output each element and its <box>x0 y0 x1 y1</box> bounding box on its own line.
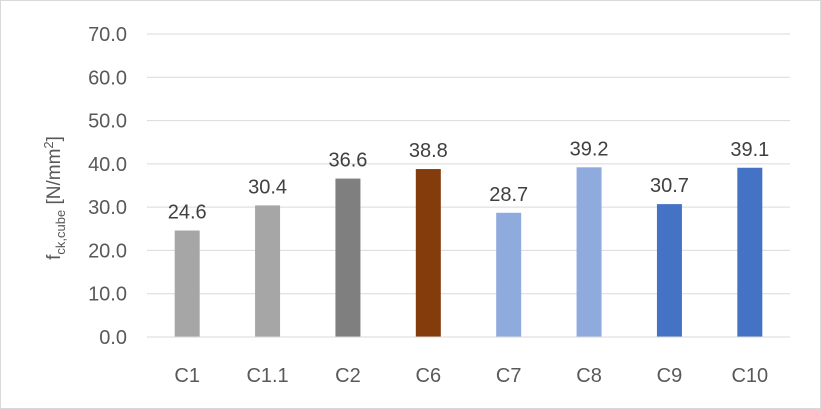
y-tick-label: 10.0 <box>88 284 127 306</box>
x-tick-label-C7: C7 <box>496 365 522 387</box>
bar-C1.1 <box>255 205 281 337</box>
y-axis-label: fck,cube [N/mm2] <box>41 136 68 260</box>
x-tick-label-C1: C1 <box>174 365 200 387</box>
data-label-C8: 39.2 <box>570 138 609 160</box>
y-tick-label: 30.0 <box>88 197 127 219</box>
y-tick-label: 0.0 <box>99 327 127 349</box>
data-label-C1.1: 30.4 <box>248 176 287 198</box>
data-label-C6: 38.8 <box>409 140 448 162</box>
data-labels: 24.6 30.4 36.6 38.8 28.7 39.2 30.7 39.1 <box>168 138 770 223</box>
y-tick-label: 70.0 <box>88 24 127 46</box>
y-axis-label-subscript: ck,cube <box>53 210 68 255</box>
y-axis-label-superscript: 2 <box>41 141 56 148</box>
x-axis-ticks: C1 C1.1 C2 C6 C7 C8 C9 C10 <box>174 365 768 387</box>
data-label-C2: 36.6 <box>328 150 367 172</box>
y-axis-label-main: f <box>44 254 65 260</box>
data-label-C7: 28.7 <box>489 184 528 206</box>
data-label-C1: 24.6 <box>168 202 207 224</box>
bar-C2 <box>335 178 361 337</box>
bar-C8 <box>576 167 602 337</box>
data-label-C10: 39.1 <box>730 139 769 161</box>
y-axis-ticks: 0.0 10.0 20.0 30.0 40.0 50.0 60.0 70.0 <box>88 24 127 349</box>
gridlines <box>147 33 790 295</box>
bar-C6 <box>415 169 441 337</box>
x-tick-label-C6: C6 <box>416 365 442 387</box>
x-tick-label-C8: C8 <box>576 365 602 387</box>
bars <box>174 167 763 337</box>
x-tick-label-C9: C9 <box>657 365 683 387</box>
y-tick-label: 60.0 <box>88 67 127 89</box>
bar-C7 <box>496 212 522 337</box>
x-tick-label-C10: C10 <box>731 365 768 387</box>
y-tick-label: 40.0 <box>88 154 127 176</box>
y-tick-label: 50.0 <box>88 111 127 133</box>
bar-C9 <box>656 204 682 337</box>
x-tick-label-C1.1: C1.1 <box>246 365 288 387</box>
y-axis-label-unit-suffix: ] <box>44 136 65 141</box>
data-label-C9: 30.7 <box>650 175 689 197</box>
x-tick-label-C2: C2 <box>335 365 361 387</box>
y-axis-label-unit-prefix: [N/mm <box>44 149 65 210</box>
y-tick-label: 20.0 <box>88 240 127 262</box>
bar-C10 <box>737 167 763 337</box>
bar-C1 <box>174 230 200 337</box>
